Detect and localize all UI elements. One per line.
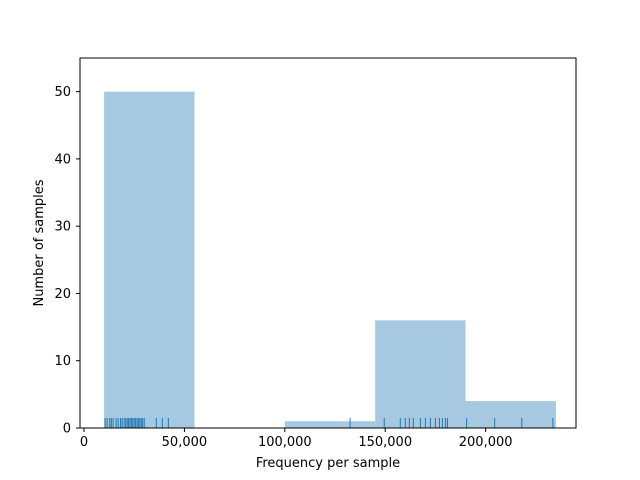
y-axis-ticks: 0 10 20 30 40 50 — [54, 85, 80, 437]
y-tick-label-0: 0 — [63, 422, 71, 437]
histogram-bar-3 — [375, 320, 466, 428]
histogram-bar-0 — [104, 91, 195, 428]
x-tick-label-3: 150,000 — [358, 435, 412, 450]
y-tick-label-4: 40 — [54, 152, 71, 167]
y-axis-label: Number of samples — [32, 179, 47, 306]
histogram-bar-2 — [284, 421, 376, 428]
histogram-bar-4 — [465, 401, 556, 428]
x-tick-label-2: 100,000 — [258, 435, 312, 450]
plot-frame — [79, 57, 577, 429]
x-axis-label: Frequency per sample — [256, 456, 400, 471]
histogram-bars — [104, 91, 556, 428]
y-tick-label-3: 30 — [54, 220, 71, 235]
x-tick-label-0: 0 — [80, 435, 88, 450]
y-tick-label-5: 50 — [54, 85, 71, 100]
y-tick-label-1: 10 — [54, 354, 71, 369]
x-tick-label-4: 200,000 — [459, 435, 513, 450]
rug-marks — [104, 418, 554, 428]
x-axis-ticks: 0 50,000 100,000 150,000 200,000 — [80, 428, 513, 450]
y-tick-label-2: 20 — [54, 287, 71, 302]
x-tick-label-1: 50,000 — [162, 435, 208, 450]
